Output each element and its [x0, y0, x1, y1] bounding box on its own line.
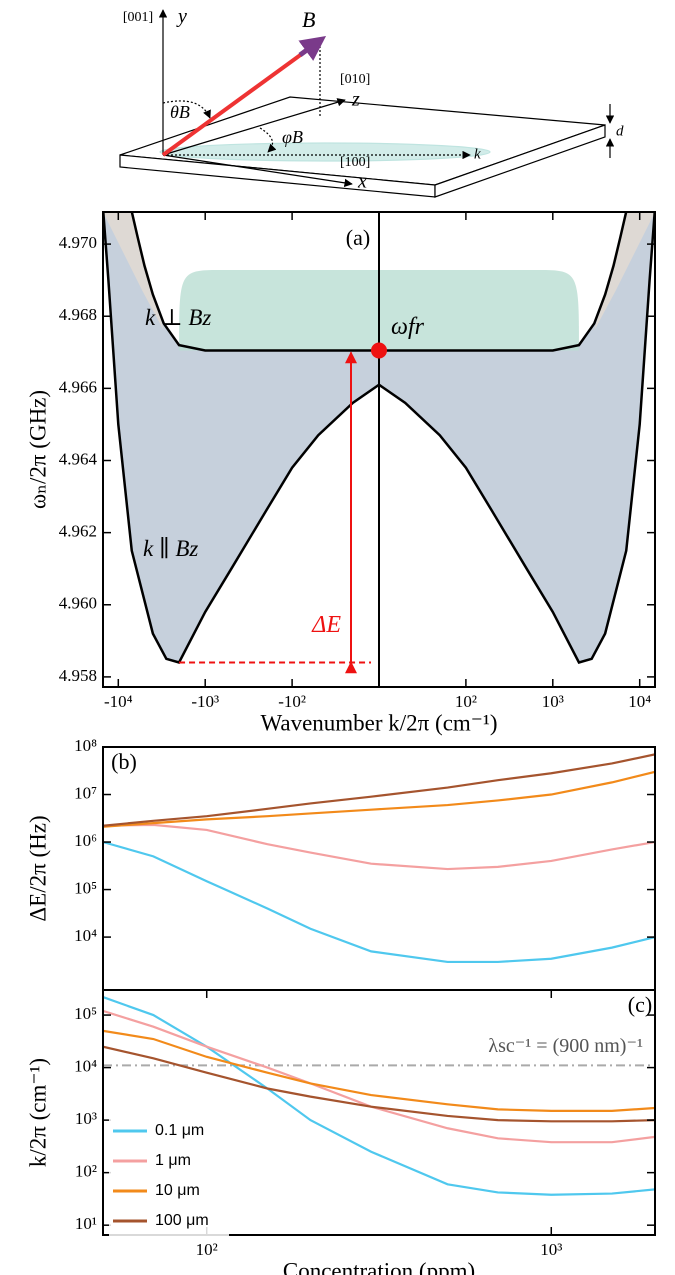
legend-label: 1 μm [155, 1152, 191, 1169]
y-tick-label: 4.960 [59, 594, 97, 613]
series-line [103, 753, 655, 827]
y-axis-label: y [176, 6, 187, 28]
phi-arc [259, 127, 277, 153]
y-tick-label: 10² [75, 1162, 97, 1181]
z-axis-label: z [351, 89, 360, 111]
b-field-head [298, 36, 327, 61]
y-tick-label: 10⁴ [74, 1056, 97, 1075]
y-tick-label: 10¹ [75, 1214, 97, 1233]
x-tick-label: 10³ [542, 692, 564, 711]
y-axis-title: ΔE/2π (Hz) [25, 815, 50, 921]
x-tick-label: -10³ [191, 692, 219, 711]
fr-point [371, 342, 387, 359]
panel-label: (b) [111, 749, 137, 774]
y-tick-label: 10⁸ [74, 736, 97, 755]
fan-fill [103, 212, 655, 663]
x-miller: [100] [340, 155, 370, 170]
panel: λsc⁻¹ = (900 nm)⁻¹ 10¹ 10² 10³ 10⁴ 10⁵ 10² 10³ (… [25, 989, 656, 1275]
schematic [119, 9, 615, 198]
y-tick-label: 10⁷ [74, 783, 97, 802]
y-tick-label: 4.968 [59, 305, 97, 324]
series-label: k ⊥ Bz [145, 305, 211, 330]
plot-frame [102, 989, 656, 1236]
y-axis-title: k/2π (cm⁻¹) [25, 1058, 50, 1167]
legend-label: 10 μm [155, 1182, 200, 1199]
series-line [103, 1029, 655, 1112]
fr-label: ωfr [391, 314, 425, 340]
y-tick-label: 4.964 [59, 449, 98, 468]
x-axis-label: x [357, 171, 367, 193]
panel-label: (c) [628, 992, 652, 1017]
x-axis-arrow [162, 154, 353, 188]
y-tick-label: 10³ [75, 1109, 97, 1128]
x-tick-label: 10⁴ [628, 692, 651, 711]
legend-label: 0.1 μm [155, 1122, 204, 1139]
gap-label: ΔE [311, 612, 341, 638]
y-tick-label: 4.970 [59, 233, 97, 252]
x-tick-label: -10² [278, 692, 306, 711]
d-label: d [616, 123, 624, 139]
b-label: B [302, 7, 315, 32]
series-line [103, 840, 655, 964]
theta-label: θB [170, 102, 190, 122]
x-tick-label: 10² [196, 1240, 218, 1259]
x-tick-label: -10⁴ [104, 692, 133, 711]
y-tick-label: 10⁴ [74, 926, 97, 945]
film-ellipse [159, 142, 491, 162]
y-axis-title: ωₙ/2π (GHz) [25, 390, 50, 509]
plot-frame [102, 211, 656, 688]
x-axis-title: Concentration (ppm) [283, 1258, 475, 1275]
x-tick-label: 10³ [540, 1240, 562, 1259]
slab-side [434, 124, 606, 198]
panel: 10⁴ 10⁵ 10⁶ 10⁷ 10⁸ (b) ΔE/2π (Hz) [25, 736, 656, 991]
k-label: k [474, 146, 481, 162]
y-miller: [001] [123, 10, 153, 25]
phi-label: φB [282, 127, 303, 147]
series-line [103, 996, 655, 1196]
y-tick-label: 4.958 [59, 666, 97, 685]
panel-label: (a) [346, 225, 370, 250]
y-tick-label: 10⁵ [74, 1004, 97, 1023]
reference-label: λsc⁻¹ = (900 nm)⁻¹ [488, 1035, 643, 1057]
series-line [103, 823, 655, 871]
z-axis-arrow [162, 98, 346, 156]
y-tick-label: 10⁵ [74, 878, 97, 897]
x-axis-title: Wavenumber k/2π (cm⁻¹) [261, 710, 498, 735]
plot-area [103, 996, 655, 1196]
plot-area [103, 212, 655, 664]
legend-label: 100 μm [155, 1212, 209, 1229]
panel: ΔE ωfr k ⊥ Bz k ∥ Bz 4.958 4.960 4.962 4.964 4.9… [25, 211, 656, 735]
plot-area [103, 753, 655, 964]
theta-arc [162, 100, 211, 119]
y-tick-label: 10⁶ [74, 831, 97, 850]
y-tick-label: 4.962 [59, 522, 97, 541]
series-label: k ∥ Bz [143, 536, 198, 561]
x-tick-label: 10² [455, 692, 477, 711]
edge-fill-right [594, 212, 655, 331]
y-tick-label: 4.966 [59, 377, 97, 396]
legend-box [109, 1117, 229, 1237]
series-line [103, 1045, 655, 1123]
series-line [103, 770, 655, 828]
b-field-arrow [161, 46, 312, 157]
z-miller: [010] [340, 72, 370, 87]
edge-fill-left [103, 212, 164, 331]
